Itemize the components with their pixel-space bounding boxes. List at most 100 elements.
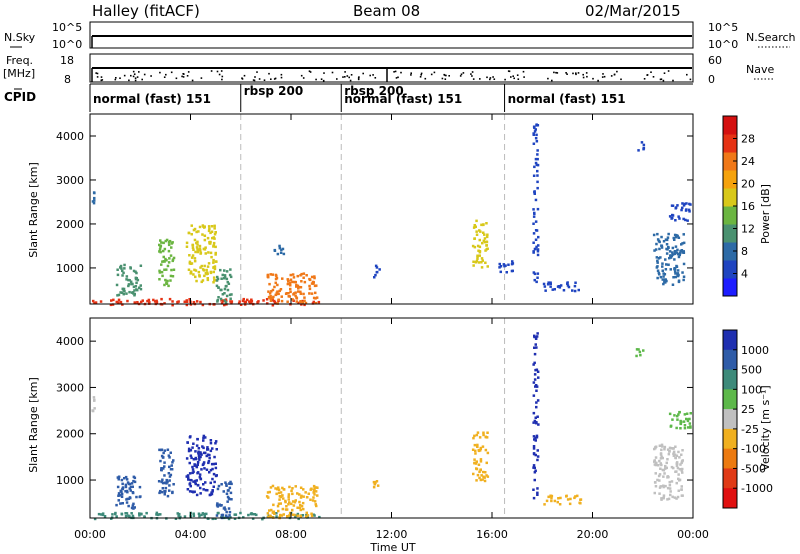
echo-mark xyxy=(670,447,673,450)
echo-mark xyxy=(160,480,163,484)
nave-tick-bottom: 0 xyxy=(708,73,715,86)
echo-mark xyxy=(293,501,297,504)
echo-mark xyxy=(195,230,198,234)
echo-mark xyxy=(120,495,124,498)
echo-mark xyxy=(680,453,683,456)
freq-tick-top: 18 xyxy=(60,54,74,67)
echo-mark xyxy=(122,292,125,296)
echo-mark xyxy=(212,241,216,245)
echo-mark xyxy=(155,511,159,515)
echo-mark xyxy=(200,264,203,268)
echo-mark xyxy=(656,276,659,280)
colorbar-swatch xyxy=(723,170,737,189)
echo-mark xyxy=(136,301,139,304)
echo-mark xyxy=(124,475,128,479)
echo-mark xyxy=(278,289,281,293)
echo-mark xyxy=(216,502,219,505)
echo-mark xyxy=(682,275,686,278)
echo-mark xyxy=(292,293,295,296)
echo-mark xyxy=(127,284,130,288)
echo-mark xyxy=(92,201,96,205)
echo-mark xyxy=(163,283,166,287)
echo-mark xyxy=(685,202,688,205)
echo-mark xyxy=(680,208,683,212)
echo-mark xyxy=(193,268,196,272)
nave-dot xyxy=(462,72,465,74)
echo-mark xyxy=(224,508,227,511)
echo-mark xyxy=(473,443,477,447)
echo-mark xyxy=(378,268,381,271)
echo-mark xyxy=(262,299,265,302)
echo-mark xyxy=(161,274,164,278)
echo-mark xyxy=(230,498,233,501)
echo-mark xyxy=(213,455,216,459)
echo-mark xyxy=(97,512,101,516)
echo-mark xyxy=(115,503,118,507)
echo-mark xyxy=(298,506,302,510)
echo-mark xyxy=(680,243,683,246)
echo-mark xyxy=(473,245,477,249)
echo-mark xyxy=(265,298,269,301)
echo-mark xyxy=(213,267,217,271)
echo-mark xyxy=(160,454,164,458)
echo-mark xyxy=(199,455,202,459)
echo-mark xyxy=(227,282,231,285)
echo-mark xyxy=(682,278,685,282)
nave-dot xyxy=(516,74,519,76)
echo-mark xyxy=(275,492,278,496)
echo-mark xyxy=(193,490,196,493)
nave-dot xyxy=(191,79,194,82)
echo-mark xyxy=(117,475,121,478)
echo-mark xyxy=(224,285,228,288)
echo-mark xyxy=(301,514,305,517)
echo-mark xyxy=(206,265,210,268)
nave-dot xyxy=(263,79,266,81)
echo-mark xyxy=(542,282,546,286)
echo-mark xyxy=(532,222,535,225)
nave-dot xyxy=(143,73,146,76)
echo-mark xyxy=(179,515,182,519)
echo-mark xyxy=(574,281,577,284)
echo-mark xyxy=(478,245,482,249)
echo-mark xyxy=(374,264,378,268)
y-tick-label: 2000 xyxy=(56,218,84,231)
echo-mark xyxy=(566,282,569,285)
echo-mark xyxy=(166,279,169,283)
echo-mark xyxy=(145,511,148,515)
echo-mark xyxy=(271,273,274,276)
echo-mark xyxy=(146,299,149,303)
colorbar-tick-label: 20 xyxy=(741,178,755,191)
echo-mark xyxy=(224,481,227,484)
echo-mark xyxy=(210,491,213,494)
nave-dot xyxy=(556,72,559,74)
echo-mark xyxy=(312,300,315,304)
colorbar-swatch xyxy=(723,448,737,469)
echo-mark xyxy=(472,264,475,267)
echo-mark xyxy=(119,300,123,304)
echo-mark xyxy=(658,473,662,476)
echo-mark xyxy=(660,448,663,452)
echo-mark xyxy=(683,424,687,427)
echo-mark xyxy=(314,301,318,305)
echo-mark xyxy=(536,491,539,495)
echo-mark xyxy=(200,280,203,284)
echo-mark xyxy=(187,447,191,451)
nave-dot xyxy=(346,75,349,77)
echo-mark xyxy=(276,504,280,508)
echo-mark xyxy=(533,130,537,133)
x-tick-label: 20:00 xyxy=(577,528,609,541)
echo-mark xyxy=(680,461,683,465)
freq-label-line1: Freq. xyxy=(6,54,33,67)
echo-mark xyxy=(635,348,639,351)
echo-mark xyxy=(187,478,190,481)
echo-mark xyxy=(129,280,133,283)
cpid-label: CPID xyxy=(4,90,36,104)
echo-mark xyxy=(312,296,316,300)
echo-mark xyxy=(103,515,107,518)
echo-mark xyxy=(160,263,163,266)
echo-mark xyxy=(277,491,281,495)
nave-dot xyxy=(252,79,255,81)
echo-mark xyxy=(665,466,668,470)
nave-dot xyxy=(445,74,447,77)
nsky-strip xyxy=(89,21,694,49)
